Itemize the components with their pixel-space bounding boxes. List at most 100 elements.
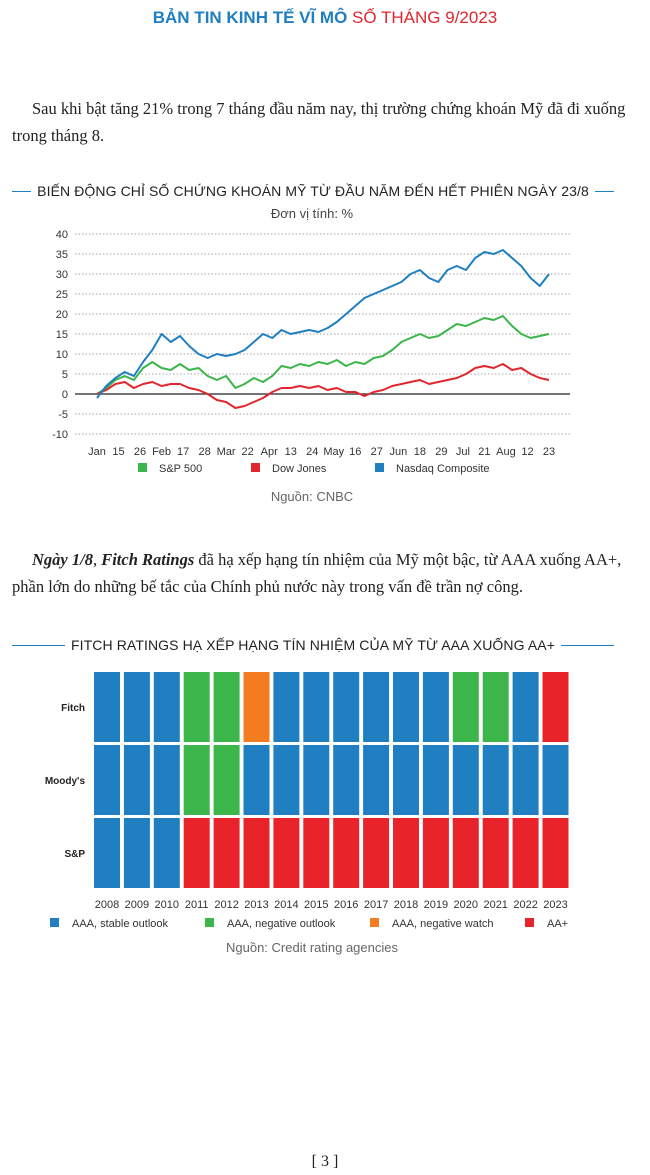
fitch-date: Ngày 1/8 xyxy=(32,550,93,569)
legend-label: AAA, negative outlook xyxy=(227,918,336,930)
x-tick-label: 22 xyxy=(242,446,254,458)
chart2-title-row: FITCH RATINGS HẠ XẾP HẠNG TÍN NHIỆM CỦA … xyxy=(12,637,615,653)
rating-cell xyxy=(422,818,449,888)
year-label: 2010 xyxy=(155,899,179,911)
rating-cell xyxy=(482,818,509,888)
chart1-title: BIẾN ĐỘNG CHỈ SỐ CHỨNG KHOÁN MỸ TỪ ĐẦU N… xyxy=(37,183,589,199)
legend-swatch xyxy=(251,463,260,472)
legend-label: Dow Jones xyxy=(272,463,327,475)
row-label: Fitch xyxy=(61,703,85,714)
legend-swatch xyxy=(138,463,147,472)
rating-cell xyxy=(333,672,360,742)
rating-cell xyxy=(452,672,479,742)
x-tick-label: 28 xyxy=(198,446,210,458)
x-tick-label: 13 xyxy=(285,446,297,458)
y-tick-label: -5 xyxy=(58,409,68,421)
rating-cell xyxy=(363,672,390,742)
fitch-rest: đã hạ xếp hạng tín nhiệm của Mỹ một bậc,… xyxy=(12,550,622,596)
year-label: 2019 xyxy=(424,899,448,911)
x-tick-label: 12 xyxy=(521,446,533,458)
y-tick-label: 25 xyxy=(56,289,68,301)
year-label: 2022 xyxy=(513,899,537,911)
x-tick-label: Feb xyxy=(152,446,171,458)
year-label: 2013 xyxy=(244,899,268,911)
year-label: 2021 xyxy=(483,899,507,911)
page-header: BẢN TIN KINH TẾ VĨ MÔ SỐ THÁNG 9/2023 xyxy=(0,8,650,28)
fitch-name: Fitch Ratings xyxy=(101,550,195,569)
fitch-sep: , xyxy=(92,550,102,569)
rating-cell xyxy=(273,672,300,742)
rating-cell xyxy=(243,672,270,742)
rating-cell xyxy=(303,818,330,888)
y-tick-label: 0 xyxy=(62,389,68,401)
rating-cell xyxy=(512,745,539,815)
x-tick-label: 23 xyxy=(543,446,555,458)
rating-cell xyxy=(273,745,300,815)
year-label: 2008 xyxy=(95,899,119,911)
y-tick-label: 20 xyxy=(56,309,68,321)
x-tick-label: 15 xyxy=(112,446,124,458)
rating-cell xyxy=(303,745,330,815)
legend-swatch xyxy=(525,918,534,927)
title-rule-left xyxy=(12,644,66,646)
legend-label: S&P 500 xyxy=(159,463,202,475)
rating-cell xyxy=(482,745,509,815)
rating-cell xyxy=(123,818,150,888)
x-tick-label: 21 xyxy=(478,446,490,458)
year-label: 2020 xyxy=(454,899,478,911)
x-tick-label: 18 xyxy=(414,446,426,458)
rating-cell xyxy=(542,672,569,742)
title-rule-right xyxy=(561,644,615,646)
rating-cell xyxy=(153,745,180,815)
rating-cell xyxy=(153,818,180,888)
rating-cell xyxy=(542,818,569,888)
rating-cell xyxy=(183,745,210,815)
x-tick-label: Apr xyxy=(261,446,278,458)
intro-paragraph: Sau khi bật tăng 21% trong 7 tháng đầu n… xyxy=(12,99,626,145)
rating-cell xyxy=(512,818,539,888)
series-line xyxy=(96,315,550,395)
rating-cell xyxy=(393,672,419,742)
x-tick-label: 16 xyxy=(349,446,361,458)
year-label: 2023 xyxy=(543,899,567,911)
fitch-paragraph: Ngày 1/8, Fitch Ratings đã hạ xếp hạng t… xyxy=(12,546,628,600)
y-tick-label: 10 xyxy=(56,349,68,361)
credit-rating-chart: Fitch Moody's S&P 2008 2009 2010 2011 2012 2013 2… xyxy=(45,672,569,930)
x-tick-label: May xyxy=(323,446,344,458)
rating-cell xyxy=(213,672,240,742)
year-label: 2014 xyxy=(274,899,298,911)
rating-cell xyxy=(183,672,210,742)
rating-cell xyxy=(452,745,479,815)
rating-cell xyxy=(452,818,479,888)
rating-cell xyxy=(94,745,120,815)
rating-cell xyxy=(243,745,270,815)
legend-swatch xyxy=(205,918,214,927)
legend-label: AAA, negative watch xyxy=(392,918,494,930)
title-rule-right xyxy=(594,190,614,192)
rating-cell xyxy=(542,745,569,815)
rating-cell xyxy=(333,745,360,815)
row-label: S&P xyxy=(64,849,85,860)
rating-cell xyxy=(333,818,360,888)
legend-swatch xyxy=(370,918,379,927)
year-label: 2009 xyxy=(125,899,149,911)
y-tick-label: -10 xyxy=(52,429,68,441)
rating-cell xyxy=(273,818,300,888)
x-tick-label: 17 xyxy=(177,446,189,458)
header-issue: SỐ THÁNG 9/2023 xyxy=(352,8,498,27)
year-label: 2018 xyxy=(394,899,418,911)
rating-cell xyxy=(482,672,509,742)
y-tick-label: 15 xyxy=(56,329,68,341)
chart2-title: FITCH RATINGS HẠ XẾP HẠNG TÍN NHIỆM CỦA … xyxy=(71,637,555,653)
rating-cell xyxy=(123,745,150,815)
series-line xyxy=(96,249,550,399)
chart2-source: Nguồn: Credit rating agencies xyxy=(226,940,398,955)
title-rule-left xyxy=(12,190,32,192)
row-label: Moody's xyxy=(45,776,86,787)
rating-cell xyxy=(183,818,210,888)
year-label: 2017 xyxy=(364,899,388,911)
rating-cell xyxy=(94,672,120,742)
x-tick-label: Aug xyxy=(496,446,516,458)
legend-label: Nasdaq Composite xyxy=(396,463,490,475)
stock-index-line-chart: 40 35 30 25 20 15 10 5 0 -5 -10 Jan 15 26 Feb 17 28 Mar 22… xyxy=(52,229,570,475)
